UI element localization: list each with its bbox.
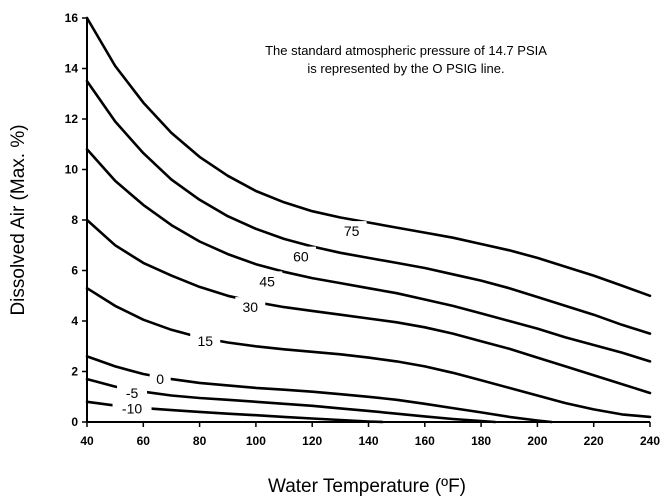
curve-15-psig	[85, 286, 652, 419]
x-tick-label: 100	[246, 434, 266, 448]
y-axis-title: Dissolved Air (Max. %)	[8, 124, 29, 315]
y-tick-label: 2	[71, 365, 78, 379]
y-tick-label: 0	[71, 415, 78, 429]
curve-label-mask	[336, 221, 367, 242]
pressure-note-line-1: The standard atmospheric pressure of 14.…	[265, 43, 547, 58]
curve-label: 60	[293, 249, 309, 265]
x-tick-label: 180	[471, 434, 491, 448]
y-tick-label: 8	[71, 213, 78, 227]
y-tick-label: 14	[65, 62, 79, 76]
curve-label: 75	[344, 223, 360, 239]
y-tick-label: 12	[65, 112, 79, 126]
x-tick-label: 240	[640, 434, 660, 448]
curve-label-mask	[117, 382, 148, 403]
curve-label-mask	[285, 246, 316, 267]
axes-layer	[86, 18, 650, 423]
x-tick-label: 40	[80, 434, 94, 448]
curve-30-psig	[85, 218, 652, 395]
curve-minus5-psig	[85, 377, 497, 424]
x-tick-label: 120	[302, 434, 322, 448]
x-tick-label: 60	[137, 434, 151, 448]
curve-label-mask	[112, 398, 152, 419]
y-tick-label: 10	[65, 163, 79, 177]
curve-label: -10	[122, 401, 142, 417]
y-axis-ticks: 0 2 4 6 8 10 12 14 16	[65, 11, 87, 429]
x-tick-label: 200	[527, 434, 547, 448]
curve-label-mask	[235, 297, 266, 318]
x-axis-ticks: 40 60 80 100 120 140 160 180 200 220 240	[80, 422, 660, 448]
curve-label: 0	[156, 371, 164, 387]
x-tick-label: 160	[415, 434, 435, 448]
curve-label-mask	[190, 331, 221, 352]
x-axis-title: Water Temperature (ºF)	[268, 476, 466, 497]
curve-60-psig	[85, 79, 652, 335]
y-tick-label: 4	[71, 314, 78, 328]
curve-label: 45	[259, 273, 275, 289]
x-tick-label: 220	[584, 434, 604, 448]
y-tick-label: 6	[71, 264, 78, 278]
curve-75-psig	[85, 16, 652, 298]
curve-0-psig	[85, 355, 553, 424]
y-tick-label: 16	[65, 11, 79, 25]
curve-45-psig	[85, 148, 652, 363]
curve-label-mask	[252, 271, 283, 292]
x-tick-label: 140	[358, 434, 378, 448]
curves-layer	[85, 16, 652, 424]
curve-label-mask	[149, 369, 171, 390]
curve-label: 30	[242, 299, 258, 315]
curve-label: 15	[197, 333, 213, 349]
curve-label: -5	[126, 385, 139, 401]
x-tick-label: 80	[193, 434, 207, 448]
pressure-note-line-2: is represented by the O PSIG line.	[307, 61, 504, 76]
